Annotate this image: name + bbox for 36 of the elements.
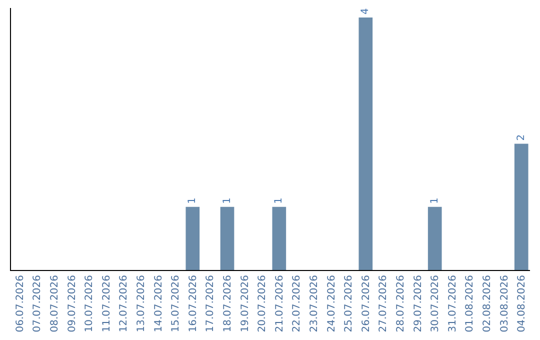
- data-label: 1: [274, 197, 285, 204]
- x-tick-label: 24.07.2026: [326, 275, 338, 332]
- x-tick-label: 14.07.2026: [153, 275, 164, 332]
- x-tick-label: 10.07.2026: [84, 275, 96, 332]
- x-tick-label: 06.07.2026: [14, 275, 26, 332]
- x-tick-label: 01.08.2026: [464, 275, 476, 332]
- x-tick-label: 31.07.2026: [447, 275, 458, 332]
- data-label: 1: [429, 197, 440, 204]
- x-tick-label: 09.07.2026: [66, 275, 78, 332]
- x-tick-label: 18.07.2026: [222, 275, 234, 332]
- x-tick-label: 07.07.2026: [32, 275, 44, 332]
- x-tick-label: 08.07.2026: [50, 275, 60, 332]
- x-tick-label: 23.07.2026: [309, 275, 320, 332]
- data-label: 1: [222, 197, 233, 204]
- x-tick-label: 19.07.2026: [240, 275, 251, 332]
- x-tick-label: 25.07.2026: [344, 275, 355, 332]
- data-label: 1: [187, 197, 198, 204]
- x-tick-label: 21.07.2026: [274, 275, 286, 332]
- x-tick-label: 15.07.2026: [170, 275, 182, 332]
- x-tick-label: 17.07.2026: [205, 275, 216, 332]
- x-tick-label: 26.07.2026: [360, 275, 372, 332]
- x-tick-label: 27.07.2026: [378, 275, 390, 332]
- x-tick-label: 11.07.2026: [101, 275, 112, 332]
- x-tick-label: 29.07.2026: [412, 275, 424, 332]
- x-tick-label: 16.07.2026: [188, 275, 199, 332]
- x-tick-label: 30.07.2026: [430, 275, 442, 332]
- x-tick-label: 28.07.2026: [396, 275, 406, 332]
- x-tick-label: 22.07.2026: [292, 275, 303, 332]
- x-tick-label: 12.07.2026: [118, 275, 130, 332]
- data-label: 4: [360, 8, 372, 14]
- x-tick-label: 03.08.2026: [499, 275, 510, 332]
- x-tick-label: 04.08.2026: [516, 275, 528, 332]
- x-tick-label: 13.07.2026: [136, 275, 147, 332]
- x-tick-label: 20.07.2026: [257, 275, 268, 332]
- x-tick-label: 02.08.2026: [482, 275, 493, 332]
- data-label: 2: [516, 134, 527, 141]
